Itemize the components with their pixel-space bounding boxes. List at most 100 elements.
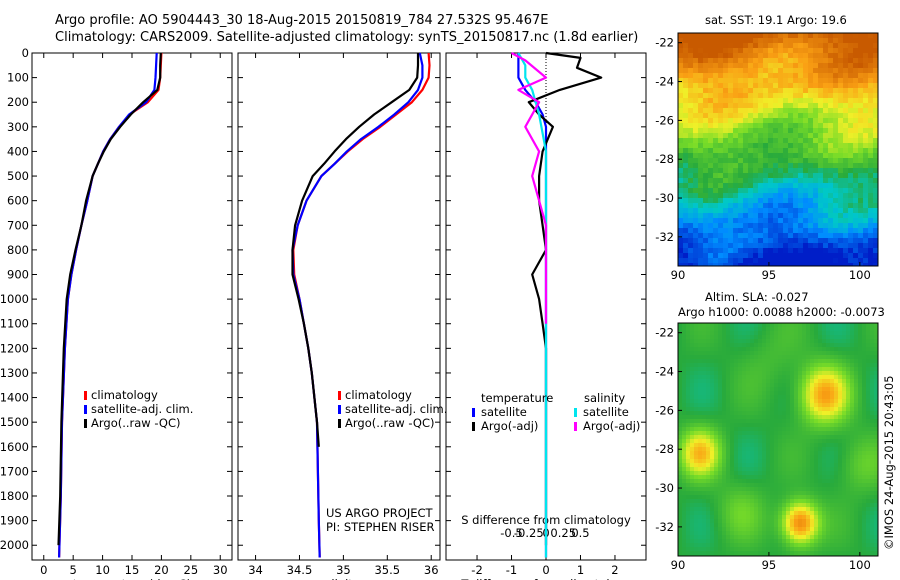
legend-swatch xyxy=(84,419,87,428)
legend-label: Argo(-adj) xyxy=(583,419,640,433)
x-axis-label: salinity xyxy=(318,577,359,580)
sla-title2: Argo h1000: 0.0088 h2000: -0.0073 xyxy=(678,305,885,319)
map-y-tick-label: -30 xyxy=(655,191,674,205)
plot-frame xyxy=(237,52,441,561)
map-frame xyxy=(677,32,879,267)
x-tick-label: -1 xyxy=(506,563,517,577)
map-y-tick-label: -24 xyxy=(655,365,674,379)
series-line-argo-raw-qc- xyxy=(291,53,420,447)
x-axis-label: T difference from climatology xyxy=(460,577,631,580)
y-tick-label: 800 xyxy=(7,243,29,257)
s-tick-label: -0.25 xyxy=(514,526,544,540)
legend-label: climatology xyxy=(91,388,158,402)
map-y-tick-label: -26 xyxy=(655,403,674,417)
map-x-tick-label: 95 xyxy=(762,558,777,572)
series-line-salinity-argo-adj- xyxy=(510,52,548,324)
x-tick-label: 34.5 xyxy=(287,563,313,577)
x-tick-label: 10 xyxy=(95,563,110,577)
legend-label: climatology xyxy=(345,388,412,402)
x-tick-label: 0 xyxy=(542,563,549,577)
legend-swatch xyxy=(338,419,341,428)
map-y-tick-label: -30 xyxy=(655,481,674,495)
legend-title-salinity: salinity xyxy=(584,391,625,405)
s-tick-label: 0.5 xyxy=(571,526,589,540)
x-tick-label: 1 xyxy=(577,563,584,577)
x-tick-label: 30 xyxy=(213,563,228,577)
x-tick-label: 2 xyxy=(611,563,618,577)
salinity-panel: 34 34.5 35 35.5 36 salinity climatologysatelli… xyxy=(237,52,447,580)
credits-line2: PI: STEPHEN RISER xyxy=(326,520,435,534)
temperature-panel: 0100200300400500600700800900100011001200… xyxy=(0,46,233,580)
map-x-tick-label: 90 xyxy=(671,558,686,572)
x-tick-label: 20 xyxy=(154,563,169,577)
legend-label: satellite-adj. clim. xyxy=(345,402,447,416)
s-tick-label: 0.25 xyxy=(550,526,576,540)
x-tick-label: 34 xyxy=(248,563,263,577)
y-tick-label: 1100 xyxy=(0,317,29,331)
y-tick-label: 1800 xyxy=(0,489,29,503)
map-x-tick-label: 100 xyxy=(849,268,871,282)
x-tick-label: -2 xyxy=(471,563,482,577)
map-y-tick-label: -28 xyxy=(655,442,674,456)
map-x-tick-label: 100 xyxy=(849,558,871,572)
series-line-satellite-adj-clim- xyxy=(58,52,158,558)
y-tick-label: 200 xyxy=(7,95,29,109)
y-tick-label: 1400 xyxy=(0,391,29,405)
y-tick-label: 0 xyxy=(22,46,29,60)
x-tick-label: 0 xyxy=(40,563,47,577)
header-line1: Argo profile: AO 5904443_30 18-Aug-2015 … xyxy=(55,13,548,28)
legend-label: satellite xyxy=(481,405,527,419)
map-field xyxy=(678,33,879,267)
header-line2: Climatology: CARS2009. Satellite-adjuste… xyxy=(55,30,638,45)
series-line-salinity-satellite xyxy=(517,52,548,558)
series-line-climatology xyxy=(292,52,431,558)
x-tick-label: 36 xyxy=(424,563,439,577)
y-tick-label: 700 xyxy=(7,218,29,232)
y-tick-label: 1600 xyxy=(0,440,29,454)
y-tick-label: 400 xyxy=(7,144,29,158)
y-tick-label: 1900 xyxy=(0,514,29,528)
legend-swatch xyxy=(84,391,87,400)
sst-title: sat. SST: 19.1 Argo: 19.6 xyxy=(705,13,847,27)
map-y-tick-label: -32 xyxy=(655,520,674,534)
series-line-argo-raw-qc- xyxy=(57,52,162,546)
x-tick-label: 15 xyxy=(125,563,140,577)
legend-label: Argo(-adj) xyxy=(481,419,538,433)
x-axis-label: temperature (deg C) xyxy=(73,577,191,580)
map-y-tick-label: -22 xyxy=(655,326,674,340)
legend-swatch xyxy=(84,405,87,414)
legend-swatch xyxy=(574,422,577,431)
x-tick-label: 35.5 xyxy=(374,563,400,577)
map-x-tick-label: 95 xyxy=(762,268,777,282)
legend-swatch xyxy=(338,405,341,414)
legend-label: Argo(..raw -QC) xyxy=(91,416,181,430)
map-frame xyxy=(677,322,879,557)
y-tick-label: 1500 xyxy=(0,415,29,429)
difference-panel: -2 -1 0 1 2T difference from climatology -0.5… xyxy=(445,51,647,580)
legend-swatch xyxy=(574,408,577,417)
series-line-climatology xyxy=(58,52,163,558)
y-tick-label: 500 xyxy=(7,169,29,183)
y-tick-label: 1700 xyxy=(0,464,29,478)
credits-line1: US ARGO PROJECT xyxy=(326,506,434,520)
map-y-tick-label: -24 xyxy=(655,75,674,89)
legend-swatch xyxy=(472,408,475,417)
y-tick-label: 1200 xyxy=(0,341,29,355)
legend-swatch xyxy=(338,391,341,400)
sla-map-panel: -22 -24 -26 -28 -30 -32 90 95 100 xyxy=(655,322,879,572)
imos-stamp: ©IMOS 24-Aug-2015 20:43:05 xyxy=(882,375,896,550)
y-tick-label: 1000 xyxy=(0,292,29,306)
x-tick-label: 35 xyxy=(336,563,351,577)
map-field xyxy=(678,323,879,557)
y-tick-label: 1300 xyxy=(0,366,29,380)
legend-label: Argo(..raw -QC) xyxy=(345,416,435,430)
s-tick-label: -0.5 xyxy=(500,526,522,540)
y-tick-label: 600 xyxy=(7,194,29,208)
y-tick-label: 300 xyxy=(7,120,29,134)
sla-title: Altim. SLA: -0.027 xyxy=(705,290,809,304)
map-y-tick-label: -22 xyxy=(655,36,674,50)
x-tick-label: 5 xyxy=(70,563,77,577)
map-y-tick-label: -28 xyxy=(655,152,674,166)
x-tick-label: 25 xyxy=(184,563,199,577)
map-y-tick-label: -26 xyxy=(655,113,674,127)
